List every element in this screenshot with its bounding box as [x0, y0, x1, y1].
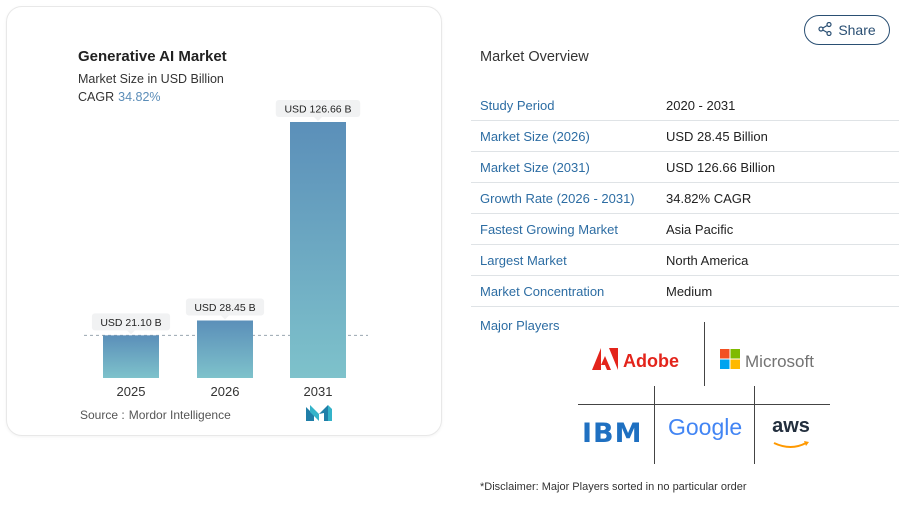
microsoft-wordmark: Microsoft: [745, 351, 814, 371]
chart-title: Generative AI Market: [78, 48, 227, 65]
row-key: Market Size (2026): [480, 128, 590, 144]
ibm-wordmark: IBM: [582, 418, 643, 449]
adobe-wordmark: Adobe: [623, 351, 679, 371]
aws-smile-icon: [772, 436, 810, 454]
mordor-logo-icon: [306, 405, 332, 426]
bar-2025: [103, 335, 159, 378]
aws-logo: aws: [772, 416, 810, 454]
data-label: USD 126.66 B: [284, 104, 351, 116]
bar-chart: USD 21.10 B 2025 USD 28.45 B 2026 USD 126.66…: [84, 100, 368, 399]
data-label-bg: [91, 313, 171, 331]
cagr-label: CAGR: [78, 90, 115, 104]
share-icon: [818, 21, 832, 39]
row-value: Medium: [666, 283, 713, 299]
row-value: Asia Pacific: [666, 221, 734, 237]
row-value: 34.82% CAGR: [666, 190, 752, 206]
bar-2031: [290, 122, 346, 378]
overview-row-largest-market: Largest Market North America: [471, 245, 899, 276]
data-label: USD 21.10 B: [100, 317, 161, 329]
bar-2026: [197, 320, 253, 378]
source-value: Mordor Intelligence: [128, 408, 231, 422]
x-tick-label: 2031: [304, 384, 333, 399]
microsoft-icon: [720, 349, 740, 374]
row-value: USD 28.45 Billion: [666, 128, 768, 144]
disclaimer-text: *Disclaimer: Major Players sorted in no …: [480, 481, 747, 493]
overview-row-market-size-2031: Market Size (2031) USD 126.66 Billion: [471, 152, 899, 183]
overview-row-growth-rate: Growth Rate (2026 - 2031) 34.82% CAGR: [471, 183, 899, 214]
market-overview-table: Study Period 2020 - 2031 Market Size (20…: [471, 90, 899, 307]
cagr-value: 34.82%: [118, 90, 161, 104]
grid-divider: [654, 386, 655, 464]
data-label-pointer: [221, 315, 229, 320]
microsoft-logo: Microsoft: [720, 349, 814, 374]
major-players-label: Major Players: [480, 318, 560, 333]
row-key: Study Period: [480, 97, 555, 113]
row-key: Fastest Growing Market: [480, 221, 618, 237]
source-label: Source :: [80, 408, 125, 422]
google-logo: Google: [668, 414, 742, 441]
x-tick-label: 2025: [117, 384, 146, 399]
adobe-icon: [592, 348, 618, 375]
overview-row-study-period: Study Period 2020 - 2031: [471, 90, 899, 121]
row-value: USD 126.66 Billion: [666, 159, 776, 175]
data-label-bg: [185, 298, 265, 316]
share-button[interactable]: Share: [804, 15, 890, 45]
chart-cagr: CAGR 34.82%: [78, 90, 161, 104]
data-label-pointer: [314, 117, 322, 121]
row-key: Market Size (2031): [480, 159, 590, 175]
data-label-bg: [275, 100, 361, 117]
grid-divider: [704, 322, 705, 386]
share-label: Share: [838, 22, 876, 38]
data-label-pointer: [127, 330, 135, 335]
overview-row-fastest-growing: Fastest Growing Market Asia Pacific: [471, 214, 899, 245]
row-value: 2020 - 2031: [666, 97, 736, 113]
major-players-grid: Adobe Microsoft IBM Google aws: [578, 322, 830, 464]
google-wordmark: Google: [668, 414, 743, 440]
data-label: USD 28.45 B: [194, 302, 255, 314]
aws-wordmark: aws: [772, 415, 810, 437]
ibm-logo: IBM: [582, 418, 643, 449]
overview-row-market-size-2026: Market Size (2026) USD 28.45 Billion: [471, 121, 899, 152]
adobe-logo: Adobe: [592, 348, 679, 375]
row-key: Largest Market: [480, 252, 567, 268]
chart-source: Source : Mordor Intelligence: [80, 408, 231, 422]
row-value: North America: [666, 252, 749, 268]
x-tick-label: 2026: [211, 384, 240, 399]
grid-divider: [754, 386, 755, 464]
chart-subtitle: Market Size in USD Billion: [78, 72, 224, 86]
market-overview-title: Market Overview: [480, 49, 589, 65]
overview-row-concentration: Market Concentration Medium: [471, 276, 899, 307]
row-key: Growth Rate (2026 - 2031): [480, 190, 635, 206]
grid-divider: [578, 404, 830, 405]
row-key: Market Concentration: [480, 283, 605, 299]
